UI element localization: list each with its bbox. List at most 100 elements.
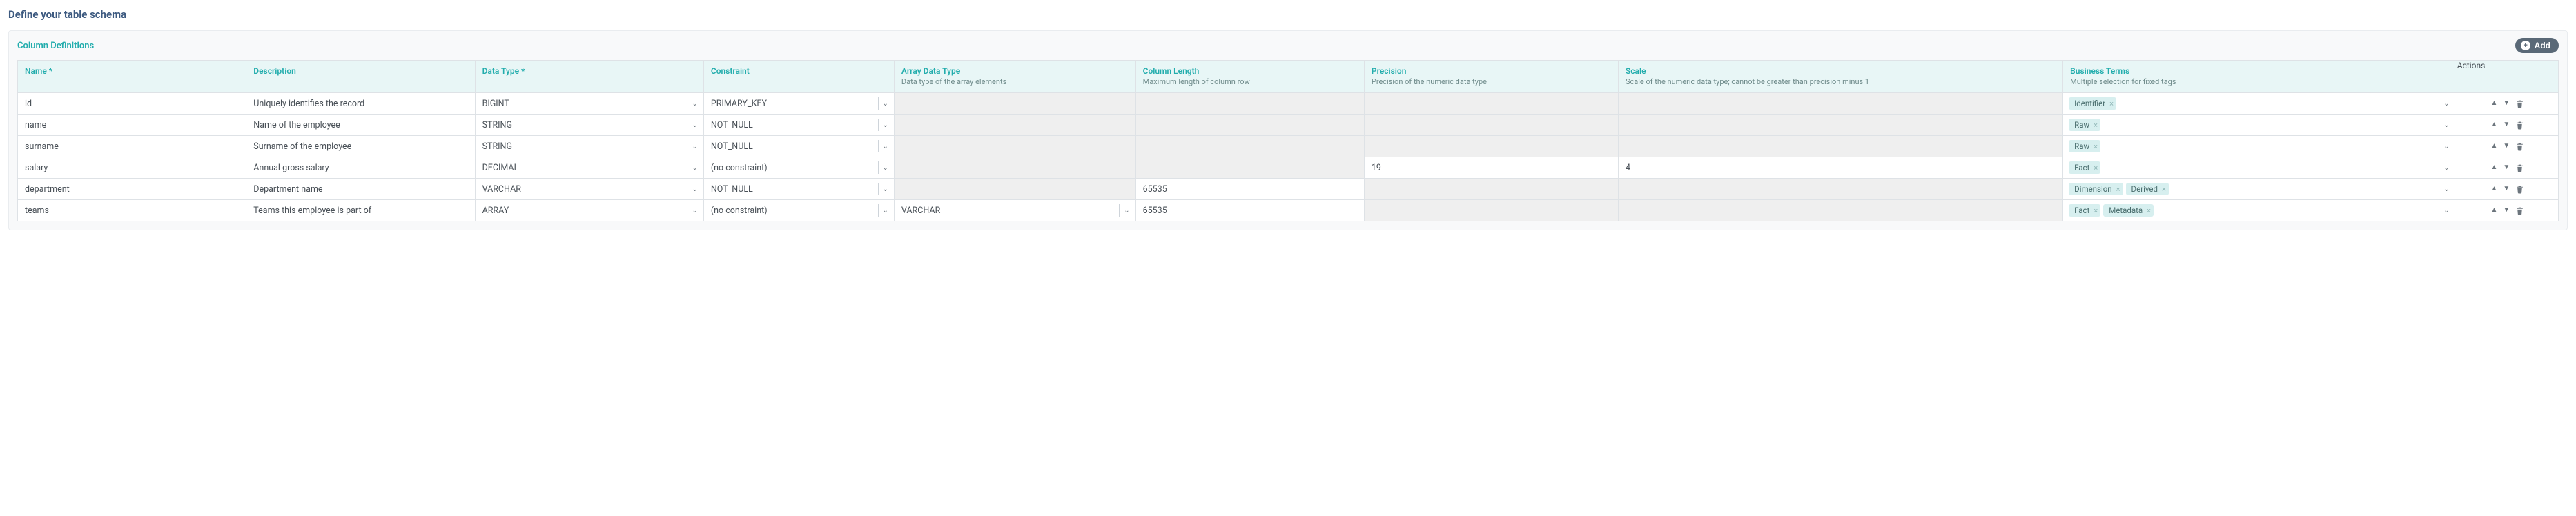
- move-down-icon[interactable]: ▼: [2503, 186, 2510, 192]
- chevron-down-icon: ⌄: [883, 121, 888, 129]
- name-input[interactable]: department: [18, 179, 246, 199]
- header-scale-sub: Scale of the numeric data type; cannot b…: [1626, 77, 2056, 87]
- table-row: idUniquely identifies the recordBIGINT⌄P…: [18, 93, 2559, 115]
- constraint-select[interactable]: (no constraint)⌄: [704, 200, 894, 221]
- constraint-select[interactable]: NOT_NULL ⌄: [704, 115, 894, 135]
- chevron-down-icon: ⌄: [2441, 143, 2452, 150]
- header-precision-sub: Precision of the numeric data type: [1372, 77, 1611, 87]
- precision-input[interactable]: 19: [1365, 157, 1618, 178]
- chevron-down-icon: ⌄: [2441, 100, 2452, 108]
- columnlength-cell: [1136, 136, 1364, 157]
- businessterms-select[interactable]: Fact×Metadata×⌄: [2063, 200, 2457, 221]
- name-input[interactable]: name: [18, 115, 246, 135]
- columnlength-cell: [1136, 93, 1364, 114]
- scale-cell: [1619, 93, 2062, 114]
- columnlength-cell: [1136, 115, 1364, 135]
- description-input[interactable]: Annual gross salary: [246, 157, 474, 178]
- businessterms-select[interactable]: Identifier×⌄: [2063, 93, 2457, 114]
- arraydatatype-cell: [895, 157, 1135, 178]
- tag-remove-icon[interactable]: ×: [2094, 163, 2098, 172]
- add-button[interactable]: + Add: [2515, 38, 2559, 53]
- constraint-select-value: NOT_NULL: [711, 120, 874, 130]
- name-input[interactable]: surname: [18, 136, 246, 157]
- business-term-tag: Metadata×: [2103, 204, 2154, 217]
- description-input[interactable]: Department name: [246, 179, 474, 199]
- constraint-select[interactable]: PRIMARY_KEY⌄: [704, 93, 894, 114]
- row-actions: ▲▼: [2457, 93, 2558, 114]
- move-up-icon[interactable]: ▲: [2490, 207, 2497, 214]
- move-up-icon[interactable]: ▲: [2490, 121, 2497, 128]
- name-input[interactable]: salary: [18, 157, 246, 178]
- delete-icon[interactable]: [2515, 185, 2524, 194]
- move-up-icon[interactable]: ▲: [2490, 100, 2497, 107]
- move-up-icon[interactable]: ▲: [2490, 143, 2497, 150]
- constraint-select-value: NOT_NULL: [711, 141, 874, 152]
- chevron-down-icon: ⌄: [1124, 207, 1129, 215]
- move-down-icon[interactable]: ▼: [2503, 164, 2510, 171]
- move-down-icon[interactable]: ▼: [2503, 143, 2510, 150]
- datatype-select-value: BIGINT: [482, 99, 683, 109]
- delete-icon[interactable]: [2515, 99, 2524, 108]
- header-row: Name * Description Data Type * Constrain…: [18, 61, 2559, 93]
- datatype-select[interactable]: STRING⌄: [476, 136, 703, 157]
- tag-remove-icon[interactable]: ×: [2094, 142, 2098, 151]
- datatype-select[interactable]: VARCHAR⌄: [476, 179, 703, 199]
- plus-icon: +: [2521, 41, 2530, 50]
- move-up-icon[interactable]: ▲: [2490, 186, 2497, 192]
- tag-remove-icon[interactable]: ×: [2109, 99, 2114, 108]
- description-input[interactable]: Surname of the employee: [246, 136, 474, 157]
- header-description: Description: [253, 66, 467, 76]
- constraint-select[interactable]: NOT_NULL⌄: [704, 179, 894, 199]
- datatype-select[interactable]: STRING⌄: [476, 115, 703, 135]
- panel-title: Column Definitions: [17, 41, 94, 51]
- businessterms-select[interactable]: Raw×⌄: [2063, 136, 2457, 157]
- table-row: departmentDepartment nameVARCHAR⌄NOT_NUL…: [18, 179, 2559, 200]
- description-input[interactable]: Name of the employee: [246, 115, 474, 135]
- row-actions: ▲▼: [2457, 136, 2558, 157]
- move-down-icon[interactable]: ▼: [2503, 207, 2510, 214]
- row-actions: ▲▼: [2457, 157, 2558, 178]
- description-input[interactable]: Uniquely identifies the record: [246, 93, 474, 114]
- constraint-select[interactable]: NOT_NULL⌄: [704, 136, 894, 157]
- constraint-select[interactable]: (no constraint)⌄: [704, 157, 894, 178]
- business-term-tag: Fact×: [2069, 204, 2100, 217]
- delete-icon[interactable]: [2515, 163, 2524, 172]
- chevron-down-icon: ⌄: [692, 143, 697, 150]
- scale-input[interactable]: 4: [1619, 157, 2062, 178]
- tag-remove-icon[interactable]: ×: [2147, 206, 2151, 215]
- tag-remove-icon[interactable]: ×: [2162, 185, 2166, 194]
- datatype-select[interactable]: DECIMAL⌄: [476, 157, 703, 178]
- business-term-tag: Derived×: [2126, 183, 2169, 195]
- move-down-icon[interactable]: ▼: [2503, 121, 2510, 128]
- move-down-icon[interactable]: ▼: [2503, 100, 2510, 107]
- tag-remove-icon[interactable]: ×: [2116, 185, 2120, 194]
- delete-icon[interactable]: [2515, 206, 2524, 215]
- tag-remove-icon[interactable]: ×: [2094, 121, 2098, 130]
- chevron-down-icon: ⌄: [692, 100, 697, 108]
- precision-cell: [1365, 200, 1618, 221]
- move-up-icon[interactable]: ▲: [2490, 164, 2497, 171]
- datatype-select[interactable]: ARRAY⌄: [476, 200, 703, 221]
- name-input[interactable]: id: [18, 93, 246, 114]
- delete-icon[interactable]: [2515, 142, 2524, 151]
- businessterms-select[interactable]: Dimension×Derived×⌄: [2063, 179, 2457, 199]
- datatype-select-value: DECIMAL: [482, 163, 683, 173]
- chevron-down-icon: ⌄: [2441, 164, 2452, 172]
- delete-icon[interactable]: [2515, 121, 2524, 130]
- arraydatatype-select[interactable]: VARCHAR ⌄: [895, 200, 1135, 221]
- constraint-select-value: (no constraint): [711, 163, 874, 173]
- header-scale: Scale: [1626, 66, 2056, 76]
- scale-cell: [1619, 179, 2062, 199]
- chevron-down-icon: ⌄: [2441, 121, 2452, 129]
- name-input[interactable]: teams: [18, 200, 246, 221]
- columnlength-input[interactable]: 65535: [1136, 179, 1364, 199]
- constraint-select-value: (no constraint): [711, 206, 874, 216]
- columnlength-input[interactable]: 65535: [1136, 200, 1364, 221]
- chevron-down-icon: ⌄: [883, 100, 888, 108]
- datatype-select[interactable]: BIGINT ⌄: [476, 93, 703, 114]
- description-input[interactable]: Teams this employee is part of: [246, 200, 474, 221]
- arraydatatype-select-value: VARCHAR: [901, 206, 1115, 216]
- businessterms-select[interactable]: Raw×⌄: [2063, 115, 2457, 135]
- tag-remove-icon[interactable]: ×: [2094, 206, 2098, 215]
- businessterms-select[interactable]: Fact×⌄: [2063, 157, 2457, 178]
